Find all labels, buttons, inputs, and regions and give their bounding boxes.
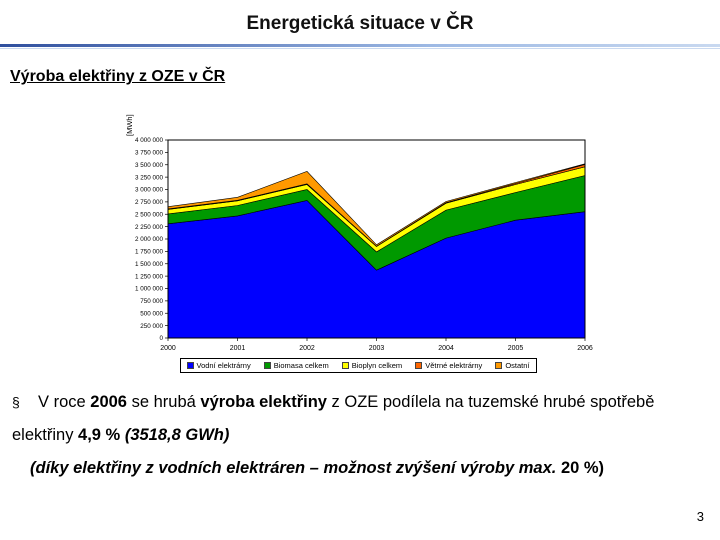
legend-item-4: Ostatní: [495, 361, 530, 370]
y-tick-label: 4 000 000: [135, 137, 164, 144]
bullet-paragraph: § V roce 2006 se hrubá výroba elektřiny z…: [12, 386, 712, 452]
legend-swatch-1: [263, 362, 271, 369]
oze-production-chart: 0 250 000 500 000 750 000 1 000 000 1 250 000…: [116, 98, 600, 373]
body-text-gwh: (3518,8 GWh): [124, 426, 230, 444]
body-text: se hrubá: [127, 393, 201, 411]
y-tick-label: 3 000 000: [135, 187, 164, 194]
x-tick-label: 2004: [438, 345, 454, 352]
bullet-marker: §: [12, 394, 20, 410]
x-tick-label: 2001: [230, 345, 246, 352]
legend-item-1: Biomasa celkem: [263, 361, 329, 370]
y-tick-label: 1 000 000: [135, 286, 164, 293]
x-tick-label: 2006: [577, 345, 593, 352]
note-text-italic: (díky elektřiny z vodních elektráren – m…: [30, 459, 561, 477]
title-divider-shadow: [0, 48, 720, 49]
y-tick-label: 2 000 000: [135, 236, 164, 243]
body-text-bold: výroba elektřiny: [200, 393, 327, 411]
oze-chart-canvas: 0 250 000 500 000 750 000 1 000 000 1 250 000…: [125, 114, 593, 352]
title-divider: [0, 44, 720, 47]
legend-label-3: Větrné elektrárny: [425, 361, 483, 370]
y-tick-label: 2 500 000: [135, 211, 164, 218]
legend-label-4: Ostatní: [505, 361, 530, 370]
legend-swatch-2: [341, 362, 349, 369]
body-text-bold-year: 2006: [90, 393, 127, 411]
y-tick-label: 1 250 000: [135, 273, 164, 280]
note-paragraph: (díky elektřiny z vodních elektráren – m…: [12, 452, 712, 485]
y-tick-label: 250 000: [140, 323, 163, 330]
chart-legend: Vodní elektrárny Biomasa celkem Bioplyn ce…: [179, 358, 537, 373]
x-tick-label: 2003: [369, 345, 385, 352]
y-tick-label: 3 250 000: [135, 174, 164, 181]
y-tick-label: 3 500 000: [135, 162, 164, 169]
y-tick-label: 1 750 000: [135, 249, 164, 256]
y-tick-label: 2 750 000: [135, 199, 164, 206]
legend-item-2: Bioplyn celkem: [341, 361, 403, 370]
page-number: 3: [696, 509, 704, 524]
legend-swatch-0: [186, 362, 194, 369]
y-tick-label: 500 000: [140, 310, 163, 317]
legend-label-0: Vodní elektrárny: [196, 361, 251, 370]
legend-item-3: Větrné elektrárny: [415, 361, 482, 370]
body-text: z OZE podílela na tuzemské hrubé spotřeb…: [12, 393, 655, 444]
body-text-percent: 4,9 %: [78, 426, 121, 444]
x-tick-label: 2005: [508, 345, 524, 352]
y-tick-label: 0: [159, 335, 163, 342]
y-tick-label: 3 750 000: [135, 150, 164, 157]
y-axis-unit-label: [MWh]: [125, 114, 134, 136]
y-tick-label: 1 500 000: [135, 261, 164, 268]
legend-item-0: Vodní elektrárny: [186, 361, 251, 370]
slide-title: Energetická situace v ČR: [246, 13, 474, 34]
body-text-block: § V roce 2006 se hrubá výroba elektřiny z…: [12, 386, 712, 485]
section-heading: Výroba elektřiny z OZE v ČR: [10, 68, 226, 85]
y-tick-label: 2 250 000: [135, 224, 164, 231]
legend-label-2: Bioplyn celkem: [351, 361, 403, 370]
y-tick-label: 750 000: [140, 298, 163, 305]
note-text-percent: 20 %): [560, 459, 605, 477]
body-text: V roce: [38, 393, 91, 411]
legend-swatch-4: [495, 362, 503, 369]
x-tick-label: 2000: [160, 345, 176, 352]
x-tick-label: 2002: [299, 345, 315, 352]
legend-label-1: Biomasa celkem: [273, 361, 329, 370]
legend-swatch-3: [415, 362, 423, 369]
